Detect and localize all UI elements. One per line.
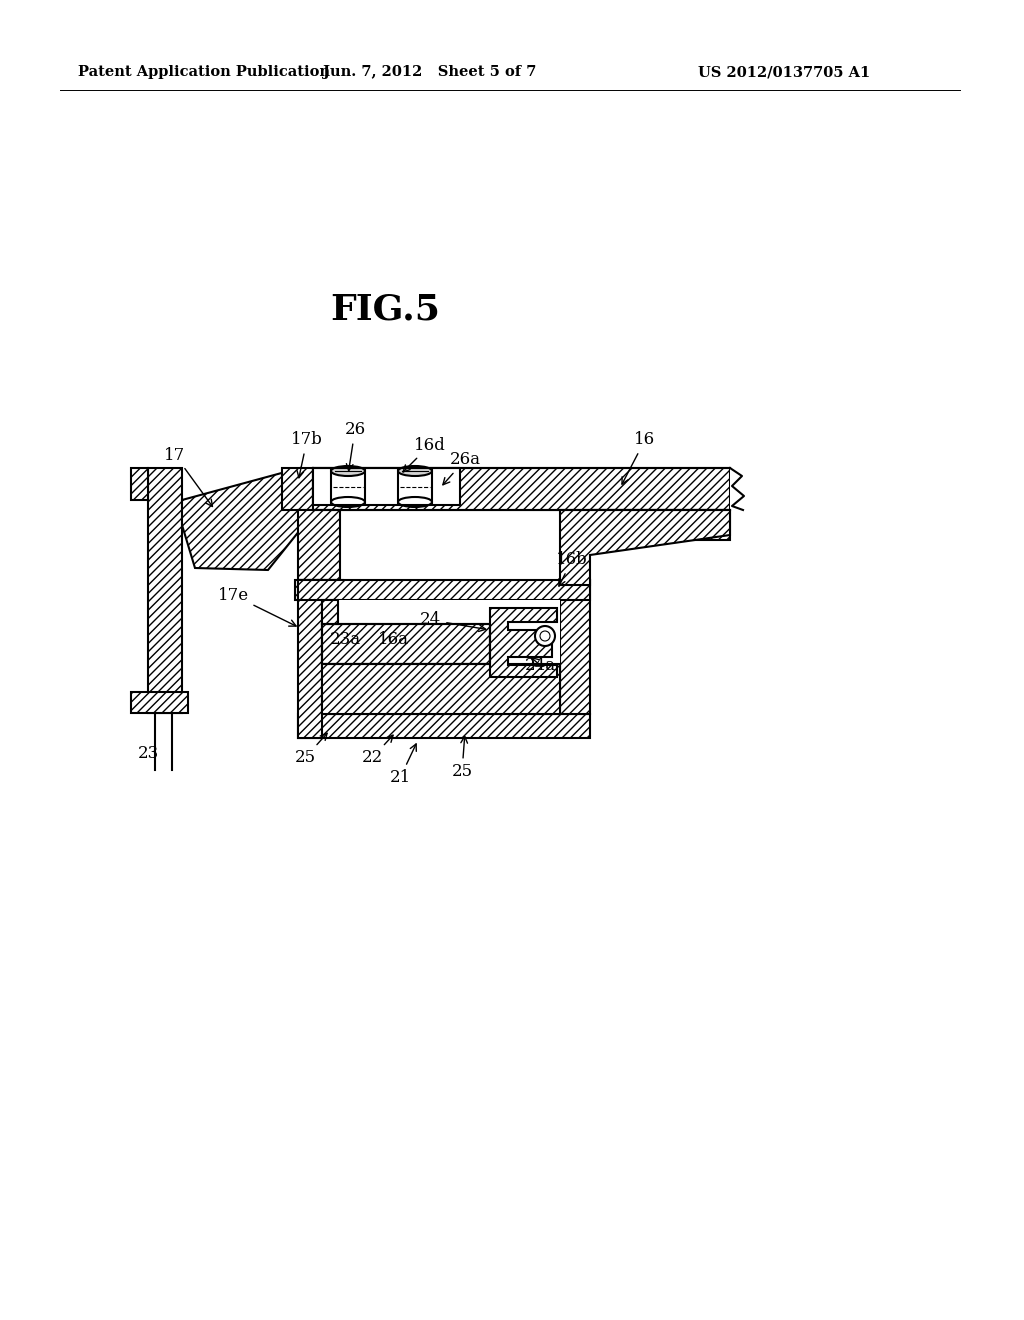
Text: 17e: 17e [217,586,296,626]
Polygon shape [560,510,730,585]
Polygon shape [282,469,313,510]
Polygon shape [148,469,182,713]
Text: 23a: 23a [330,631,360,648]
Text: FIG.5: FIG.5 [330,293,440,327]
Polygon shape [590,510,730,540]
Bar [398,469,432,504]
Text: 25: 25 [295,733,327,767]
Bar [298,579,590,601]
Text: 17: 17 [165,446,212,507]
Bar [313,469,730,510]
Bar [331,469,365,504]
Bar [560,579,590,714]
Bar [313,469,460,506]
Bar [322,664,560,714]
Bar [322,601,338,624]
Polygon shape [131,469,148,500]
Polygon shape [490,609,557,677]
Text: 16b: 16b [556,552,588,586]
Bar [298,714,590,738]
Text: 22: 22 [361,735,393,767]
Bar [322,624,490,664]
Ellipse shape [398,466,432,477]
Circle shape [540,631,550,642]
Circle shape [535,626,555,645]
Text: Patent Application Publication: Patent Application Publication [78,65,330,79]
Text: 25: 25 [452,737,472,780]
Text: 21: 21 [389,744,417,787]
Text: 16: 16 [622,432,655,484]
Polygon shape [182,469,300,570]
Text: US 2012/0137705 A1: US 2012/0137705 A1 [697,65,870,79]
Text: Jun. 7, 2012   Sheet 5 of 7: Jun. 7, 2012 Sheet 5 of 7 [324,65,537,79]
Text: 23: 23 [137,744,159,762]
Polygon shape [131,692,188,713]
Text: 24: 24 [420,611,485,631]
Ellipse shape [331,498,365,507]
Text: 26: 26 [344,421,366,471]
Polygon shape [295,579,343,601]
Ellipse shape [398,498,432,507]
Text: 16d: 16d [403,437,445,473]
Bar [298,579,322,738]
Text: 24a: 24a [524,656,556,673]
Text: 26a: 26a [443,451,480,484]
Polygon shape [298,510,340,579]
Text: 17b: 17b [291,432,323,478]
Bar [730,469,760,510]
Ellipse shape [331,466,365,477]
Text: 16a: 16a [378,631,409,648]
Bar [322,601,560,714]
